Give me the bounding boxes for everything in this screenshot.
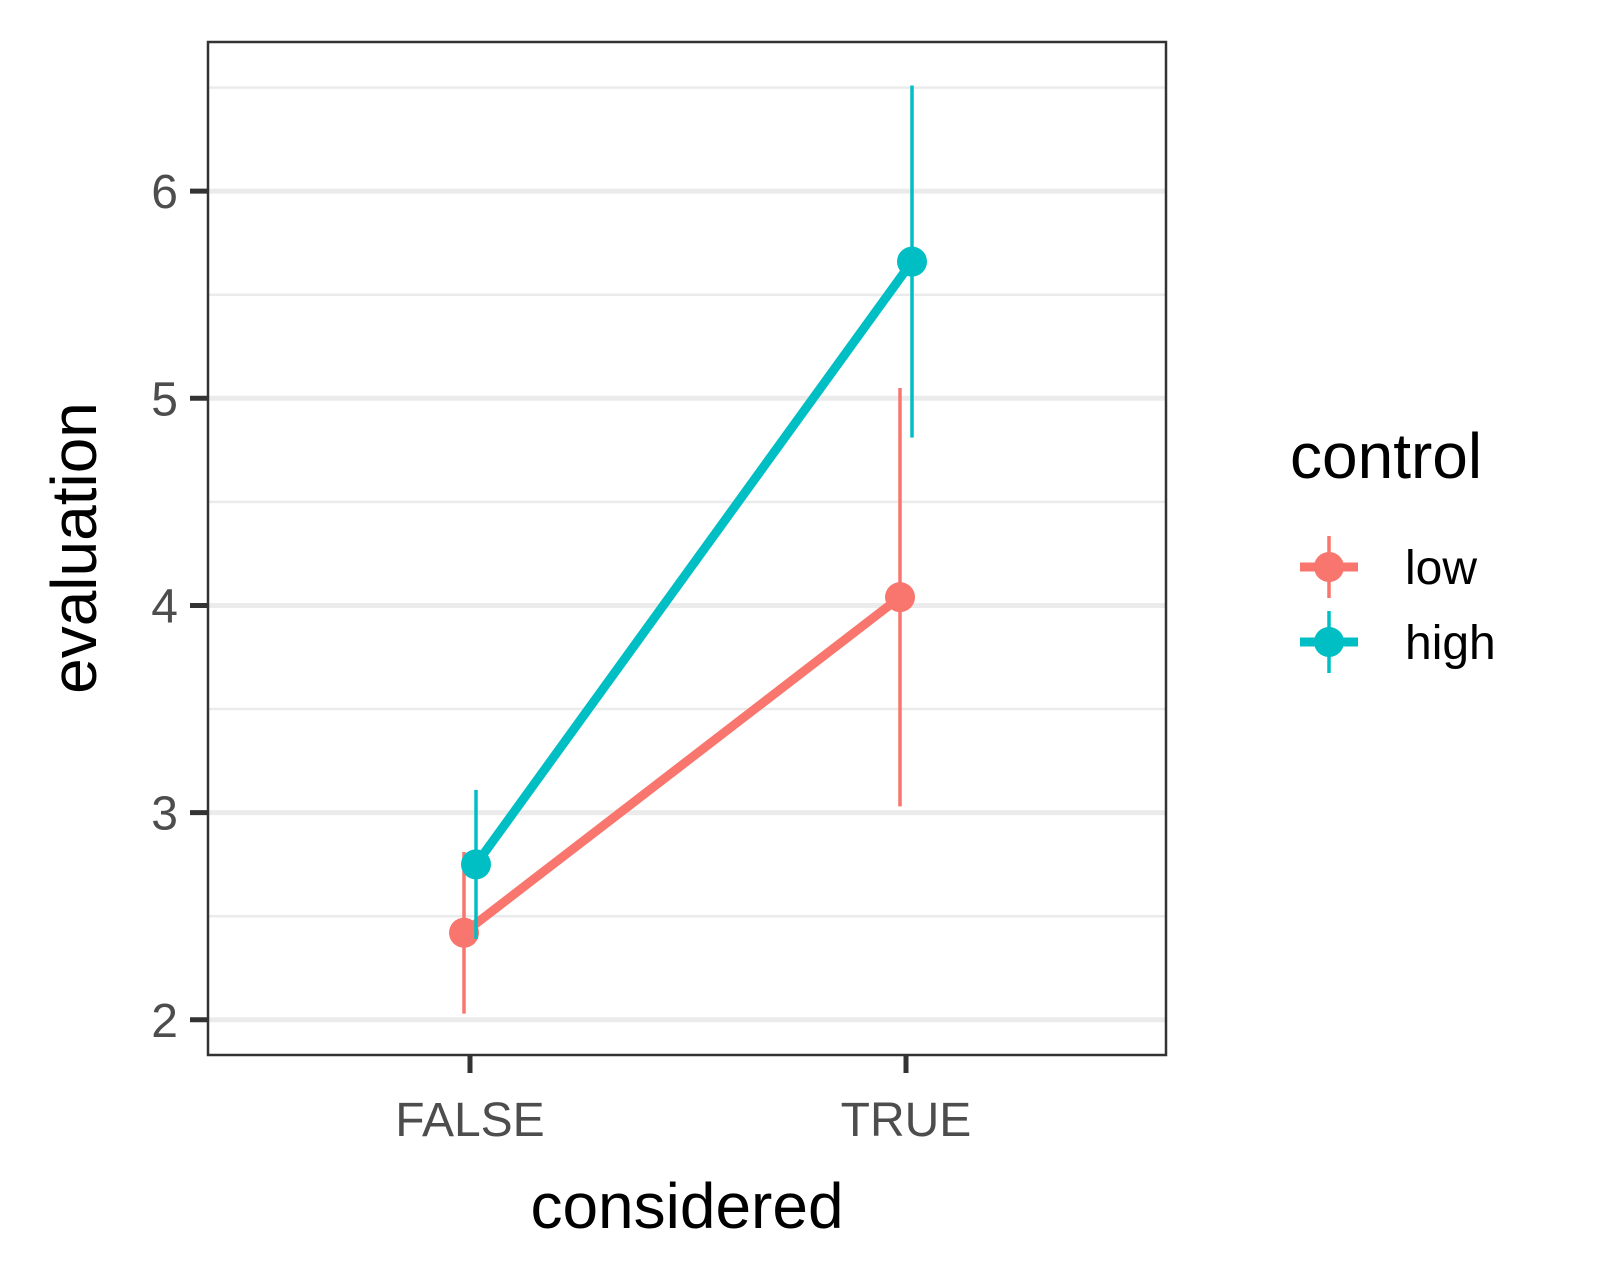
- grid-lines: [208, 86, 1166, 1023]
- panel-background: [208, 42, 1166, 1055]
- series-line: [472, 258, 916, 868]
- y-tick-label: 6: [151, 166, 178, 219]
- legend-key-point: [1314, 627, 1344, 657]
- data-point: [885, 582, 915, 613]
- y-axis-title: evaluation: [38, 402, 110, 694]
- x-axis-title: considered: [530, 1170, 843, 1242]
- x-axis: FALSE TRUE: [395, 1055, 971, 1147]
- y-tick-label: 5: [151, 373, 178, 426]
- y-tick-label: 4: [151, 580, 178, 633]
- legend-key-point: [1314, 552, 1344, 582]
- data-point: [461, 849, 491, 880]
- legend: low high: [1300, 536, 1496, 673]
- series-layer: [449, 85, 927, 1014]
- legend-label-high: high: [1405, 617, 1496, 670]
- x-tick-label: TRUE: [841, 1094, 972, 1147]
- data-point: [897, 246, 927, 277]
- series-high: [461, 85, 927, 939]
- data-point: [449, 917, 479, 948]
- legend-key-low: [1300, 536, 1358, 598]
- panel-border: [206, 40, 1168, 1057]
- x-tick-label: FALSE: [395, 1094, 544, 1147]
- y-tick-label: 2: [151, 995, 178, 1048]
- y-tick-label: 3: [151, 788, 178, 841]
- series-low: [449, 387, 915, 1014]
- y-axis: 2 3 4 5 6: [151, 166, 208, 1048]
- legend-title: control: [1290, 420, 1482, 492]
- series-line: [461, 593, 903, 937]
- legend-label-low: low: [1405, 542, 1477, 595]
- legend-key-high: [1300, 611, 1358, 673]
